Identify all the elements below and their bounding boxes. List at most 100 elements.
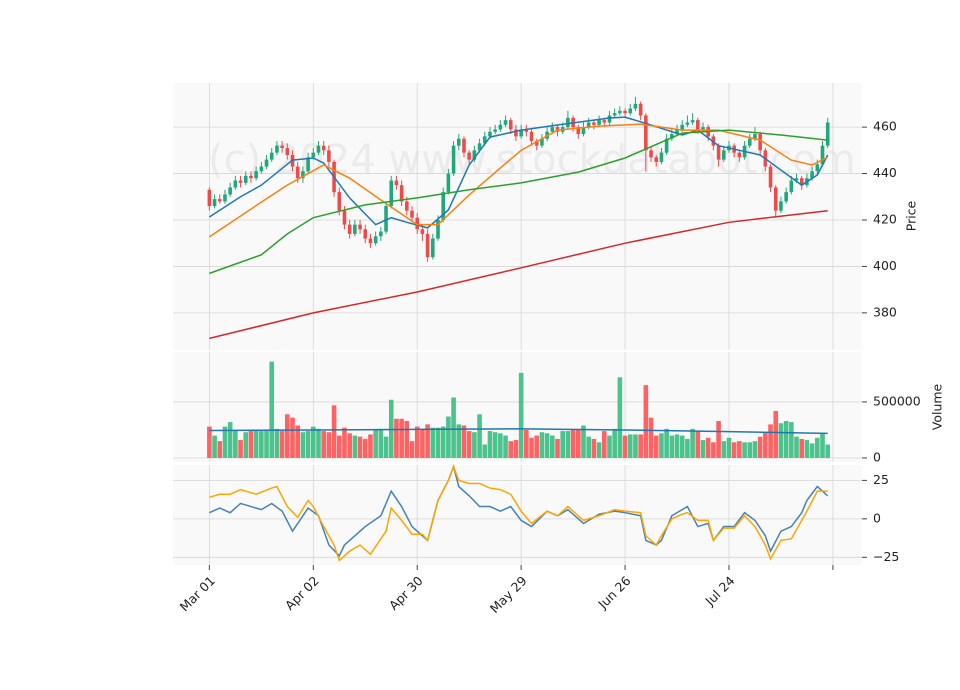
- candle-body: [607, 115, 612, 123]
- volume-bar: [253, 429, 259, 458]
- volume-bar: [674, 434, 680, 458]
- volume-bar: [373, 429, 378, 458]
- volume-bar: [295, 425, 301, 458]
- volume-bar: [264, 429, 269, 458]
- volume-bar: [482, 444, 488, 458]
- candle-body: [358, 224, 362, 230]
- candle-body: [680, 124, 685, 130]
- volume-bar: [737, 441, 742, 458]
- volume-bar: [773, 410, 779, 458]
- moving-average: [209, 209, 828, 340]
- candle-body: [747, 138, 752, 146]
- x-tick-label: Jun 26: [594, 573, 633, 612]
- volume-bar: [555, 438, 560, 458]
- candle-body: [758, 134, 762, 151]
- candle-body: [508, 120, 513, 130]
- volume-bar: [612, 428, 617, 458]
- volume-bar: [310, 426, 316, 458]
- candle-body: [431, 238, 435, 258]
- candle-body: [285, 148, 290, 155]
- volume-bar: [570, 429, 576, 458]
- candle-body: [644, 115, 648, 151]
- candle-body: [696, 120, 700, 130]
- volume-bar: [513, 440, 519, 458]
- candle-body: [701, 127, 705, 130]
- volume-bar: [607, 435, 612, 458]
- volume-bar: [627, 434, 633, 458]
- volume-bar: [269, 361, 275, 458]
- oscillator-line: [209, 464, 828, 562]
- candle-body: [825, 122, 830, 146]
- volume-bar: [550, 435, 555, 458]
- volume-bar: [409, 441, 415, 458]
- candle-body: [482, 136, 487, 144]
- candle-body: [301, 171, 305, 179]
- candle-body: [389, 180, 394, 207]
- candle-body: [254, 171, 258, 179]
- volume-bar: [596, 442, 602, 458]
- candle-body: [280, 145, 284, 149]
- candle-body: [399, 185, 404, 202]
- candle-body: [425, 233, 430, 258]
- volume-bar: [565, 431, 571, 458]
- volume-bar: [207, 426, 212, 458]
- candle-body: [207, 189, 212, 207]
- y-tick-label: 0: [873, 449, 881, 464]
- volume-bar: [747, 442, 753, 458]
- volume-bar: [342, 427, 347, 458]
- volume-bar: [399, 418, 404, 458]
- candle-body: [233, 180, 238, 188]
- candle-body: [618, 110, 622, 114]
- y-tick-label: 420: [873, 211, 897, 226]
- moving-average: [208, 116, 829, 229]
- moving-average: [208, 123, 829, 238]
- candle-body: [347, 224, 352, 234]
- candle-body: [436, 219, 440, 239]
- candle-body: [721, 150, 726, 160]
- volume-bar: [290, 417, 295, 458]
- volume-bar: [331, 405, 337, 458]
- volume-bar: [259, 431, 264, 458]
- candle-body: [321, 145, 326, 151]
- x-tick-label: May 29: [487, 573, 530, 616]
- volume-bar: [321, 431, 326, 458]
- candle-body: [753, 134, 757, 139]
- volume-bar: [539, 432, 545, 458]
- volume-bar: [362, 438, 368, 458]
- volume-bar: [420, 429, 425, 458]
- volume-bar: [586, 436, 591, 458]
- candle-body: [503, 120, 508, 125]
- y-tick-label: 440: [873, 165, 897, 180]
- candle-body: [264, 159, 269, 167]
- volume-bar: [669, 435, 675, 458]
- volume-bar: [591, 438, 597, 458]
- volume-bar: [638, 434, 643, 458]
- candle-body: [405, 201, 409, 211]
- volume-bar: [518, 372, 524, 458]
- candle-body: [768, 166, 773, 188]
- volume-bar: [217, 441, 223, 458]
- volume-bar: [352, 435, 358, 458]
- candle-body: [217, 199, 222, 202]
- moving-average: [209, 129, 828, 275]
- volume-bar: [456, 424, 462, 458]
- volume-bar: [763, 432, 768, 458]
- volume-bar: [274, 428, 280, 458]
- candle-body: [820, 145, 825, 165]
- price-panel: [173, 83, 862, 350]
- volume-bar: [757, 436, 763, 458]
- candle-body: [373, 236, 378, 244]
- volume-bar: [300, 432, 306, 458]
- volume-bar: [794, 436, 799, 458]
- volume-bar: [222, 426, 228, 458]
- volume-bar: [378, 428, 384, 458]
- volume-bar: [804, 440, 810, 458]
- volume-bar: [633, 434, 638, 458]
- candle-body: [306, 157, 310, 172]
- candle-body: [472, 150, 477, 160]
- candle-body: [488, 131, 492, 137]
- volume-bar: [285, 414, 290, 458]
- candle-body: [550, 127, 555, 132]
- candle-body: [441, 192, 445, 220]
